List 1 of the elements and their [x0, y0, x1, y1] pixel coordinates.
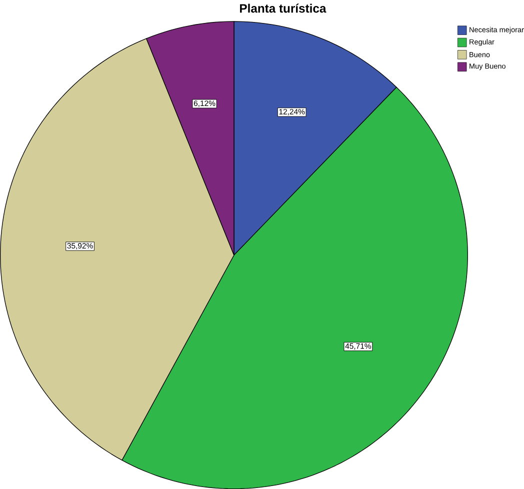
- chart-title: Planta turística: [240, 4, 326, 13]
